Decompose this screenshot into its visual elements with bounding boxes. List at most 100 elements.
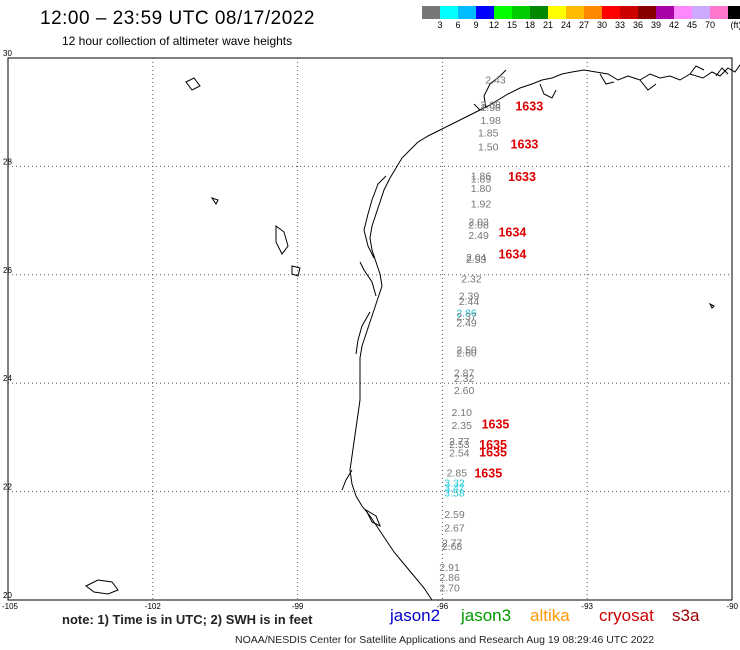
wave-height-label: 2.43 (485, 75, 506, 87)
color-scale-tick-label: 3 (437, 20, 443, 30)
lon-tick-label: -93 (581, 602, 593, 611)
color-scale-tick-label: 36 (632, 20, 643, 30)
map-frame (7, 57, 733, 601)
color-scale-tick-label: 18 (524, 20, 535, 30)
la-coast-detail (539, 65, 729, 99)
legend-cryosat: cryosat (599, 606, 654, 625)
coastal-island (364, 508, 381, 528)
wave-height-label: 2.91 (439, 562, 460, 574)
pass-time-label: 1634 (498, 225, 526, 239)
observation-labels: 2.432.081.981.981.851.501.861.891.801.92… (439, 75, 505, 595)
color-swatch (476, 6, 494, 19)
color-swatch (440, 6, 458, 19)
lon-tick-label: -90 (726, 602, 738, 611)
color-swatch (512, 6, 530, 19)
wave-height-label: 1.92 (471, 198, 492, 210)
wave-height-label: 2.32 (461, 274, 482, 286)
color-scale-tick-label: 12 (488, 20, 499, 30)
color-swatch (584, 6, 602, 19)
wave-height-label: 2.59 (444, 509, 465, 521)
legend-jason3: jason3 (461, 606, 512, 625)
color-swatch (422, 6, 440, 19)
wave-height-label: 1.86 (471, 171, 492, 183)
inland-lake (185, 77, 201, 91)
color-swatch (494, 6, 512, 19)
wave-height-label: 2.08 (468, 219, 489, 231)
color-swatch (458, 6, 476, 19)
wave-height-label: 2.03 (468, 217, 489, 229)
wave-height-label: 2.50 (456, 345, 477, 357)
credit-line: NOAA/NESDIS Center for Satellite Applica… (235, 634, 655, 646)
color-scale-tick-label: 45 (686, 20, 697, 30)
legend-jason2: jason2 (390, 606, 441, 625)
color-swatch (638, 6, 656, 19)
map-title: 12:00 – 23:59 UTC 08/17/2022 (40, 8, 315, 29)
color-swatch (656, 6, 674, 19)
inland-reservoir-1 (275, 225, 289, 255)
map-subtitle: 12 hour collection of altimeter wave hei… (62, 34, 293, 48)
wave-height-label: 2.60 (456, 347, 477, 359)
color-swatch (530, 6, 548, 19)
gulf-coastline (349, 63, 740, 601)
color-swatch (602, 6, 620, 19)
color-scale-tick-label: 30 (596, 20, 607, 30)
color-scale-tick-label: 70 (704, 20, 715, 30)
wave-height-label: 1.85 (478, 127, 499, 139)
color-scale-unit: (ft) (730, 20, 740, 30)
color-scale-tick-label: 9 (473, 20, 479, 30)
wave-height-label: 2.60 (454, 385, 475, 397)
wave-height-label: 1.89 (471, 173, 492, 185)
wave-height-label: 2.10 (451, 407, 472, 419)
yucatan-island (85, 579, 119, 595)
wave-height-label: 1.98 (480, 102, 501, 114)
pass-time-label: 1635 (474, 467, 502, 481)
wave-height-label: 2.44 (459, 296, 480, 308)
color-scale-tick-label: 42 (668, 20, 679, 30)
wave-height-label: 2.04 (466, 252, 487, 264)
lat-tick-label: 22 (3, 483, 12, 492)
wave-height-label: 2.49 (456, 317, 477, 329)
inland-reservoir-2 (291, 265, 301, 277)
wave-height-label: 2.86 (439, 572, 460, 584)
pass-time-label: 1635 (479, 445, 507, 459)
lon-tick-label: -99 (292, 602, 304, 611)
wave-height-label: 1.50 (478, 141, 499, 153)
lon-tick-label: -96 (437, 602, 449, 611)
wave-height-label: 2.67 (444, 522, 465, 534)
wave-height-label: 2.86 (456, 308, 477, 320)
color-swatch (728, 6, 740, 19)
wave-height-label: 2.77 (442, 538, 463, 550)
color-swatch (710, 6, 728, 19)
color-scale-tick-label: 15 (506, 20, 517, 30)
lon-tick-label: -105 (2, 602, 19, 611)
wave-height-label: 2.39 (459, 290, 480, 302)
wave-height-label: 2.68 (442, 541, 463, 553)
pass-time-label: 1633 (508, 170, 536, 184)
pass-time-label: 1635 (482, 417, 510, 431)
wave-height-label: 2.08 (480, 100, 501, 112)
wave-height-label: 1.98 (480, 115, 501, 127)
wave-height-label: 2.53 (466, 254, 487, 266)
pass-time-label: 1633 (511, 138, 539, 152)
wave-height-label: 2.54 (449, 448, 470, 460)
color-scale-tick-label: 21 (542, 20, 553, 30)
color-swatch (566, 6, 584, 19)
color-scale-tick-label: 33 (614, 20, 625, 30)
axis-labels: 30 28 26 24 22 20 -105 -102 -99 -96 -93 -90 (2, 49, 739, 611)
wave-height-label: 2.53 (449, 439, 470, 451)
color-swatch (674, 6, 692, 19)
lat-tick-label: 26 (3, 266, 12, 275)
wave-height-label: 2.77 (449, 436, 470, 448)
wave-height-label: 3.58 (444, 488, 465, 500)
wave-height-label: 3.32 (444, 477, 465, 489)
lon-tick-label: -102 (145, 602, 162, 611)
coastline-inner-lagoon (341, 69, 507, 491)
small-island (708, 302, 715, 309)
color-scale-tick-label: 39 (650, 20, 661, 30)
legend-altika: altika (530, 606, 570, 625)
coastline (85, 63, 740, 601)
wave-height-label: 2.70 (439, 583, 460, 595)
pass-time-label: 1634 (498, 248, 526, 262)
